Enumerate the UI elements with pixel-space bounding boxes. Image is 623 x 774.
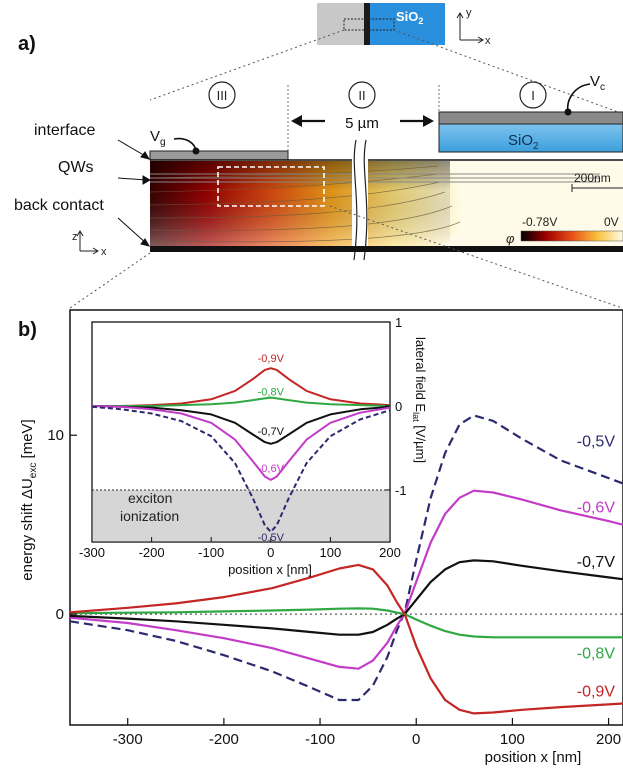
inset-series-line-1 xyxy=(92,367,391,407)
main-series-line-5 xyxy=(69,563,623,715)
axis-x-label-field: x xyxy=(101,246,107,258)
main-x-tick-label: 200 xyxy=(596,731,621,748)
svg-text:III: III xyxy=(217,88,228,103)
main-series-label: -0,9V xyxy=(577,683,616,700)
main-x-axis-label: position x [nm] xyxy=(485,749,582,766)
inset-series-label: -0,6V xyxy=(258,463,285,475)
inset-series-line-2 xyxy=(92,396,391,407)
vg-lead xyxy=(173,137,200,155)
main-series-line-3 xyxy=(69,559,623,636)
inset-y-tick-label: -1 xyxy=(395,483,407,498)
colorbar-max: 0V xyxy=(604,215,619,229)
panel-b-label: b) xyxy=(18,319,37,341)
axis-x-label: x xyxy=(485,35,491,47)
gap-label: 5 µm xyxy=(345,115,379,132)
scale-bar xyxy=(571,184,623,192)
colorbar xyxy=(520,230,623,242)
inset-sio2-label: SiO2 xyxy=(396,9,423,26)
top-inset: SiO2 xyxy=(317,3,445,45)
main-x-tick-label: 100 xyxy=(500,731,525,748)
main-y-axis-label: energy shift ΔUexc [meV] xyxy=(19,419,39,580)
inset-series-label: -0,7V xyxy=(258,426,285,438)
axis-z-label: z xyxy=(72,231,78,243)
panel-a-device-schematic: a) SiO2 y x III xyxy=(14,3,623,309)
inset-x-tick-label: 200 xyxy=(379,545,401,560)
vc-label: Vc xyxy=(590,73,605,93)
inset-series-label: -0,8V xyxy=(258,387,285,399)
sio2-label: SiO2 xyxy=(508,132,539,152)
inset-series-line-4 xyxy=(91,405,391,481)
inset-x-tick-label: -200 xyxy=(139,545,165,560)
interface-label: interface xyxy=(34,122,95,139)
region-i-marker: I xyxy=(519,81,547,109)
main-x-tick-label: 0 xyxy=(412,731,420,748)
inset-chart: -300 -200 -100 0 100 200 1 0 -1 -0,9V -0,8V -0,7V -… xyxy=(79,315,428,577)
inset-series-label: -0,9V xyxy=(258,353,285,365)
main-x-tick-label: -300 xyxy=(113,731,143,748)
back-contact-label: back contact xyxy=(14,197,104,214)
axis-y-label: y xyxy=(466,7,472,19)
inset-x-tick-label: -300 xyxy=(79,545,105,560)
main-x-tick-label: -100 xyxy=(305,731,335,748)
main-x-tick-label: -200 xyxy=(209,731,239,748)
main-series-line-4 xyxy=(69,607,623,639)
main-y-tick-label: 10 xyxy=(47,427,64,444)
region-iii-marker: III xyxy=(208,81,236,109)
inset-y-tick-label: 0 xyxy=(395,399,402,414)
qws-label: QWs xyxy=(58,159,94,176)
inset-y-axis-label: lateral field Elat [V/µm] xyxy=(411,337,428,463)
svg-text:II: II xyxy=(358,88,365,103)
svg-text:I: I xyxy=(531,88,535,103)
potential-field-map xyxy=(149,139,623,261)
phi-symbol: φ xyxy=(506,231,515,246)
inset-x-tick-label: -100 xyxy=(198,545,224,560)
gap-arrow xyxy=(291,115,434,127)
zoom-lines-top xyxy=(149,29,619,113)
inset-axes-xy xyxy=(456,12,484,44)
field-axes-zx xyxy=(76,230,99,255)
inset-series-line-5 xyxy=(91,405,391,533)
inset-x-tick-label: 0 xyxy=(267,545,274,560)
panel-a-label: a) xyxy=(18,33,36,55)
ionization-label-line2: ionization xyxy=(120,508,179,524)
main-series-line-2 xyxy=(69,489,623,670)
vg-label: Vg xyxy=(150,128,166,148)
main-series-label: -0,7V xyxy=(577,554,616,571)
colorbar-min: -0.78V xyxy=(522,215,557,229)
main-series-label: -0,6V xyxy=(577,500,616,517)
zoom-lines-bottom xyxy=(69,205,623,309)
inset-series-line-3 xyxy=(91,405,391,445)
inset-x-tick-label: 100 xyxy=(320,545,342,560)
inset-y-tick-label: 1 xyxy=(395,315,402,330)
inset-series-label: -0,5V xyxy=(258,532,285,544)
main-series-label: -0,5V xyxy=(577,433,616,450)
main-series-label: -0,8V xyxy=(577,645,616,662)
region-ii-marker: II xyxy=(348,81,376,109)
main-plot-frame xyxy=(69,309,623,726)
ionization-region xyxy=(92,489,390,542)
scale-label: 200nm xyxy=(574,171,611,185)
inset-x-axis-label: position x [nm] xyxy=(228,562,312,577)
ionization-label-line1: exciton xyxy=(128,490,172,506)
main-series-line-1 xyxy=(69,414,623,702)
vc-lead xyxy=(564,83,591,116)
main-y-tick-label: 0 xyxy=(56,606,64,623)
label-arrows xyxy=(117,139,152,247)
